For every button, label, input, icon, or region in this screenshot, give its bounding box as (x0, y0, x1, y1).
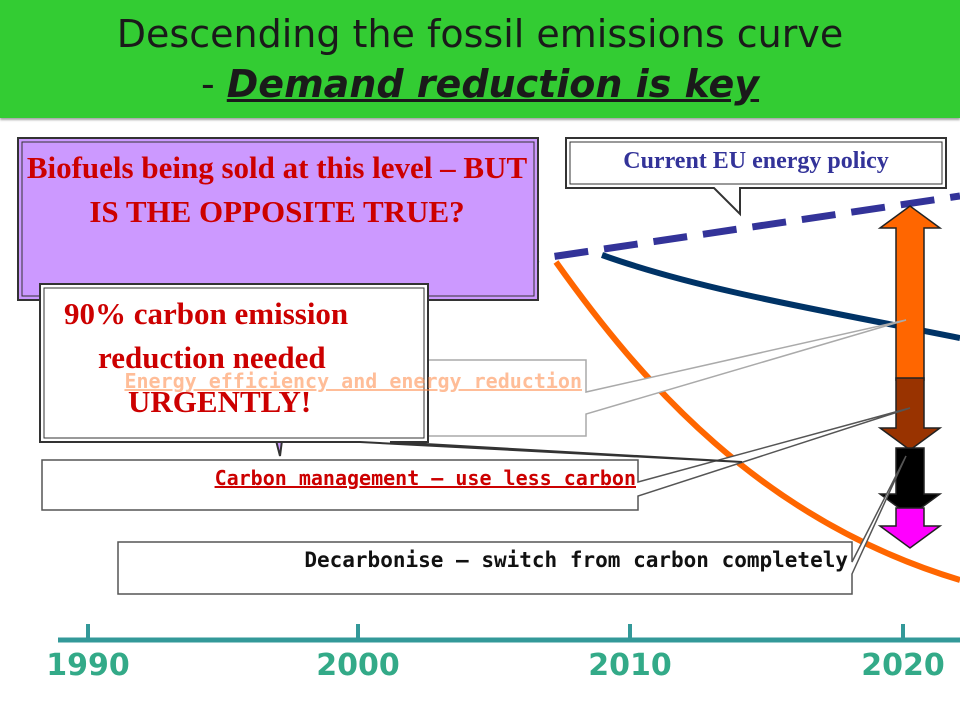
carbon-90-line-3: URGENTLY! (128, 384, 312, 419)
carbon-90-callout (39, 283, 743, 463)
energy-efficiency-label: Energy efficiency and energy reduction (124, 369, 582, 393)
carbon-90-label: 90% carbon emission reduction needed URG… (44, 292, 424, 424)
subtitle-prefix: - (200, 62, 227, 106)
carbon-90-line-2: reduction needed (98, 340, 326, 375)
magenta-reduction-arrow (877, 507, 943, 549)
brown-reduction-arrow (877, 377, 943, 451)
black-reduction-arrow (877, 447, 943, 517)
year-label-2020: 2020 (861, 648, 945, 683)
year-label-2010: 2010 (588, 648, 672, 683)
subtitle-emphasis: Demand reduction is key (226, 62, 760, 106)
year-label-1990: 1990 (46, 648, 130, 683)
carbon-90-line-1: 90% carbon emission (64, 296, 349, 331)
carbon-management-label: Carbon management – use less carbon (214, 466, 636, 490)
page-title: Descending the fossil emissions curve (116, 12, 844, 56)
eu-policy-label: Current EU energy policy (623, 148, 889, 174)
orange-reduction-arrow (877, 205, 943, 381)
decarbonise-label: Decarbonise – switch from carbon complet… (304, 548, 848, 572)
title-bar: Descending the fossil emissions curve - … (0, 0, 960, 118)
orange-emissions-curve (553, 260, 960, 583)
year-label-2000: 2000 (316, 648, 400, 683)
biofuels-label: Biofuels being sold at this level – BUT … (26, 150, 528, 229)
page-subtitle: - Demand reduction is key (0, 62, 960, 106)
carbon-management-callout (41, 407, 911, 511)
decarbonise-callout (117, 455, 907, 595)
eu-policy-callout (565, 137, 947, 217)
